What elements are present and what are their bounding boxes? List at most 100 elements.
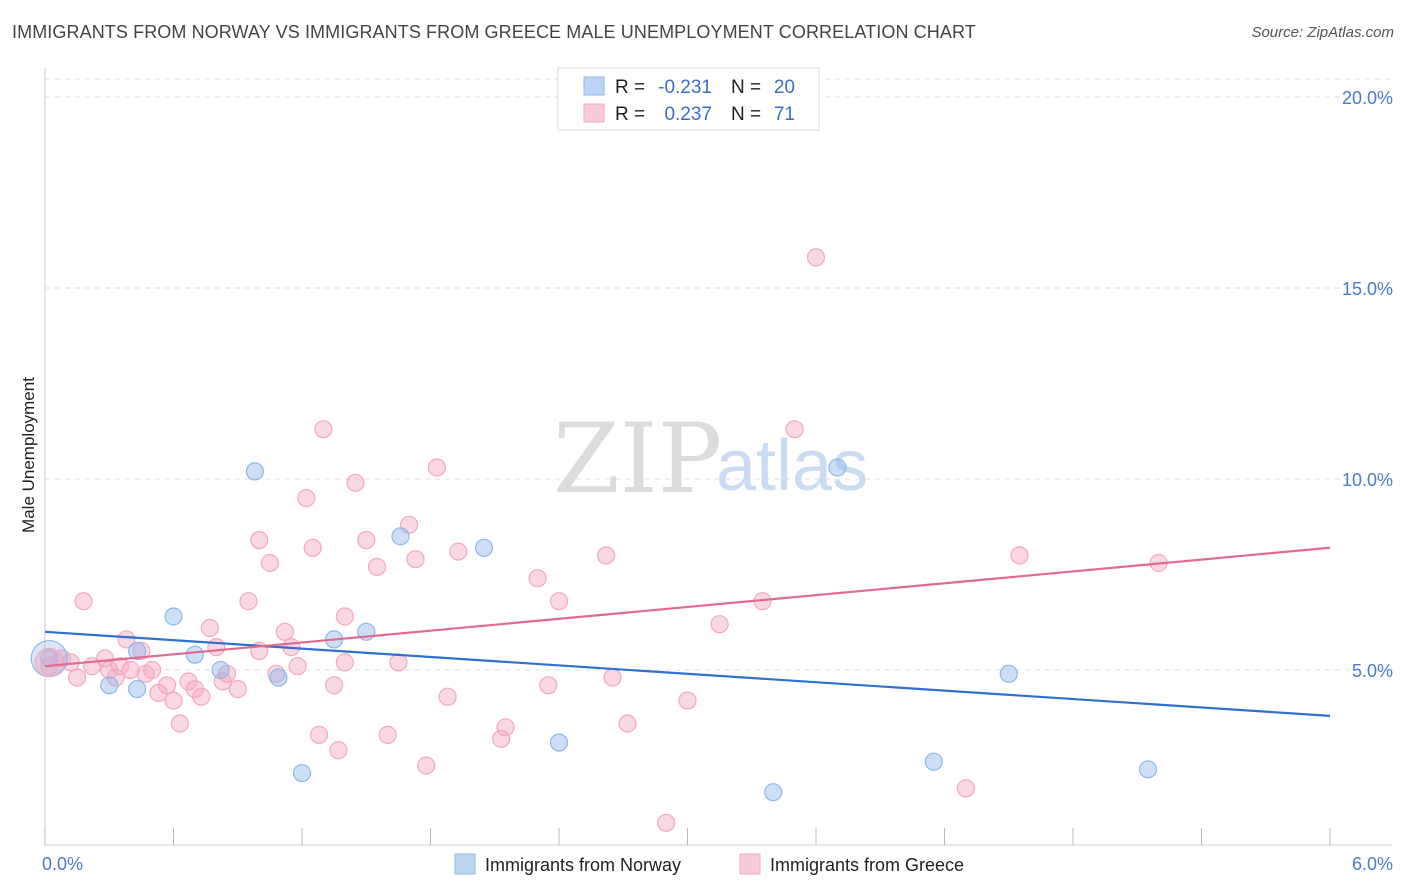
greece-point-56 — [596, 546, 616, 565]
y-tick-label-0: 5.0% — [1352, 661, 1393, 681]
greece-point-63 — [785, 420, 804, 439]
greece-point-28 — [260, 553, 279, 573]
norway-point-17 — [924, 752, 943, 771]
norway-point-3 — [128, 641, 147, 661]
greece-trend-line — [44, 546, 1331, 668]
norway-point-6 — [211, 660, 230, 680]
x-tick-label-0: 0.0% — [42, 854, 83, 874]
greece-point-42 — [367, 557, 387, 577]
greece-point-44 — [389, 653, 408, 672]
greece-point-15 — [158, 676, 177, 695]
norway-point-13 — [474, 538, 494, 557]
grid-lines — [45, 78, 1392, 671]
greece-point-35 — [310, 725, 329, 745]
greece-point-55 — [549, 592, 569, 611]
greece-point-51 — [492, 729, 511, 748]
data-points — [30, 248, 1168, 832]
norway-point-15 — [764, 783, 783, 802]
greece-point-52 — [496, 718, 515, 737]
greece-point-36 — [314, 420, 333, 439]
greece-point-3 — [67, 668, 87, 687]
greece-point-20 — [192, 687, 211, 706]
trend-lines — [44, 546, 1331, 717]
greece-point-58 — [618, 714, 637, 733]
greece-point-19 — [185, 679, 204, 699]
greece-point-47 — [417, 756, 436, 775]
legend-bottom: Immigrants from Norway Immigrants from Gr… — [454, 853, 964, 875]
greece-point-49 — [438, 687, 457, 706]
greece-point-59 — [656, 813, 676, 832]
y-tick-label-3: 20.0% — [1342, 88, 1393, 108]
x-tick-label-1: 6.0% — [1352, 854, 1393, 874]
legend-n-label-0: N = — [731, 77, 761, 98]
greece-point-53 — [528, 569, 547, 588]
norway-point-8 — [269, 668, 288, 687]
greece-point-17 — [170, 714, 189, 733]
legend-r-value-0: -0.231 — [658, 77, 712, 98]
legend-bottom-swatch-1 — [739, 853, 761, 875]
greece-point-66 — [1010, 546, 1029, 565]
greece-point-13 — [143, 660, 162, 680]
greece-point-33 — [297, 489, 316, 508]
greece-point-26 — [239, 592, 258, 611]
greece-point-25 — [228, 679, 247, 699]
legend-top: R = -0.231 N = 20 R = 0.237 N = 71 — [557, 67, 820, 131]
legend-bottom-swatch-0 — [454, 853, 476, 875]
legend-n-value-1: 71 — [774, 104, 795, 125]
greece-point-50 — [449, 542, 468, 561]
greece-point-22 — [207, 637, 226, 657]
greece-point-8 — [110, 657, 130, 676]
greece-point-48 — [427, 458, 446, 477]
y-tick-label-1: 10.0% — [1342, 470, 1393, 490]
greece-point-34 — [303, 538, 322, 557]
watermark-zip: ZIP — [553, 403, 722, 515]
legend-r-value-1: 0.237 — [664, 104, 712, 125]
y-tick-label-2: 15.0% — [1342, 279, 1393, 299]
norway-point-7 — [245, 462, 264, 481]
greece-point-64 — [806, 248, 826, 267]
source-label: Source: ZipAtlas.com — [1251, 24, 1394, 41]
norway-point-14 — [549, 733, 569, 752]
greece-point-40 — [346, 473, 365, 492]
tick-labels: 5.0% 10.0% 15.0% 20.0% 0.0% 6.0% — [42, 88, 1393, 874]
greece-point-16 — [164, 691, 183, 710]
greece-point-9 — [117, 630, 136, 649]
greece-point-10 — [121, 660, 140, 680]
greece-point-39 — [335, 607, 354, 626]
norway-point-2 — [128, 679, 147, 699]
greece-point-57 — [603, 668, 622, 687]
norway-point-16 — [828, 458, 847, 477]
legend-r-label-0: R = — [615, 77, 645, 98]
y-axis-label: Male Unemployment — [19, 377, 38, 533]
greece-point-61 — [710, 615, 729, 634]
chart-title: IMMIGRANTS FROM NORWAY VS IMMIGRANTS FRO… — [12, 22, 976, 42]
greece-point-46 — [406, 550, 425, 569]
greece-point-43 — [378, 725, 397, 745]
greece-point-70 — [100, 660, 119, 680]
norway-point-18 — [999, 664, 1018, 683]
greece-point-18 — [179, 672, 198, 691]
greece-point-60 — [678, 691, 697, 710]
watermark-atlas: atlas — [716, 426, 868, 506]
legend-bottom-label-1: Immigrants from Greece — [770, 855, 964, 875]
greece-point-41 — [357, 530, 376, 550]
greece-point-38 — [329, 741, 348, 760]
greece-point-32 — [288, 657, 307, 676]
norway-point-19 — [1138, 760, 1158, 779]
watermark: ZIP atlas — [553, 403, 868, 515]
norway-point-1 — [100, 676, 119, 695]
greece-point-65 — [956, 779, 976, 798]
greece-point-6 — [95, 649, 115, 668]
greece-point-11 — [132, 641, 151, 661]
greece-point-69 — [335, 653, 354, 672]
greece-cluster-point — [34, 647, 64, 677]
greece-point-21 — [200, 618, 219, 638]
legend-top-swatch-0 — [583, 76, 605, 96]
greece-point-27 — [250, 530, 269, 550]
norway-point-0 — [40, 649, 59, 668]
greece-point-30 — [275, 622, 294, 641]
legend-n-label-1: N = — [731, 104, 761, 125]
legend-n-value-0: 20 — [774, 77, 795, 98]
greece-point-54 — [539, 676, 558, 695]
norway-point-5 — [185, 645, 204, 664]
